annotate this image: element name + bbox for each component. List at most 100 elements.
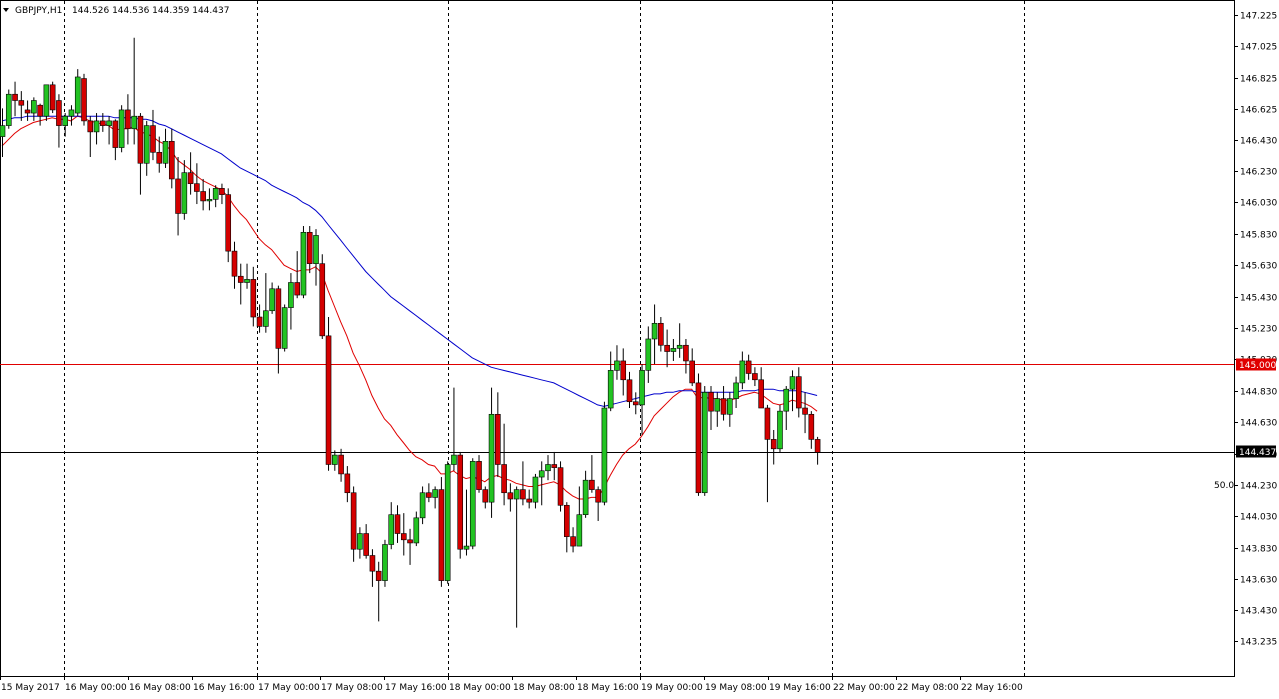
candle [225,188,232,263]
bull-candle-body [701,392,708,494]
resistance-tag-box [1236,358,1276,371]
candle [551,451,558,481]
candle [645,326,652,383]
candle [802,392,808,434]
price-tags: 145.000 144.437 [1236,358,1276,458]
current-price-tag: 144.437 [1236,445,1276,458]
bull-candle-body [670,348,677,352]
bull-candle-body [639,370,645,406]
candle [43,84,50,121]
candle [432,486,438,509]
price-tick-label: 143.830 [1240,545,1277,555]
bear-candle-body [708,392,714,412]
price-tick-label: 144.630 [1240,419,1277,429]
candle [739,351,746,390]
bear-candle-body [745,360,752,374]
candle [419,486,426,525]
bear-candle-body [49,84,56,111]
candle [325,317,332,471]
price-tick-label: 147.025 [1240,43,1277,53]
price-tick-label: 143.235 [1240,638,1277,648]
bull-candle-body [651,322,658,340]
bear-candle-body [325,335,332,465]
candle [476,455,482,493]
bear-candle-body [81,78,87,122]
bull-candle-body [244,279,250,283]
bear-candle-body [814,439,821,453]
candle [589,455,595,493]
bear-candle-body [175,178,181,214]
bear-candle-body [275,288,282,349]
bull-candle-body [93,120,100,133]
candle [795,367,802,418]
candle [106,116,112,145]
time-tick-label: 16 May 16:00 [193,683,255,693]
bull-candle-body [0,125,6,137]
time-tick-label: 17 May 16:00 [385,683,447,693]
bear-candle-body [795,376,802,409]
bull-candle-body [607,370,614,409]
price-tick-label: 146.030 [1240,199,1277,209]
bull-candle-body [777,410,783,450]
candle [764,404,771,503]
bear-candle-body [695,382,702,494]
candle [256,304,263,333]
bear-candle-body [664,344,670,352]
bear-candle-body [200,191,206,202]
time-tick-label: 19 May 08:00 [705,683,767,693]
bear-candle-body [344,473,351,494]
bear-candle-body [620,360,627,381]
bull-candle-body [382,544,388,581]
bear-candle-body [250,279,257,318]
bear-candle-body [557,467,564,506]
bear-candle-body [626,379,633,403]
candle [614,345,620,380]
candle [495,392,501,478]
price-tick-label: 145.430 [1240,294,1277,304]
candle [162,128,169,168]
candle [313,229,319,286]
fib-level-label: 50.0 [1214,481,1234,491]
time-tick-label: 18 May 16:00 [577,683,639,693]
price-tick-label: 146.430 [1240,137,1277,147]
candle [563,502,570,553]
candle [714,392,721,427]
bull-candle-body [582,479,589,516]
candle [200,178,206,211]
dropdown-triangle-icon[interactable] [3,8,9,12]
candle [457,451,464,559]
bear-candle-body [400,533,407,541]
bear-candle-body [476,461,482,490]
bull-candle-body [413,517,420,544]
chart-header: GBPJPY,H1 144.526 144.536 144.359 144.43… [3,6,229,16]
bear-candle-body [802,407,808,415]
candle [413,511,420,547]
candle [143,120,150,176]
candle [789,370,796,412]
candle [250,266,257,327]
price-axis[interactable]: 147.225 147.025 146.825 146.625 146.430 146.2… [1234,12,1277,648]
candle [363,524,369,559]
bull-candle-body [5,93,12,126]
time-axis[interactable]: 15 May 2017 16 May 00:00 16 May 08:00 16 Ma… [0,676,1023,693]
resistance-price-tag: 145.000 [1236,358,1276,371]
bear-candle-body [495,413,501,465]
plot-area-frame [0,0,1235,677]
candle [219,183,225,205]
candle [701,386,708,496]
bull-candle-body [469,461,476,547]
bull-candle-body [676,344,683,349]
bear-candle-body [563,504,570,537]
candle [187,152,194,195]
candle [808,411,815,449]
bear-candle-body [319,263,326,337]
price-tick-label: 143.630 [1240,576,1277,586]
price-tick-label: 144.830 [1240,388,1277,398]
candle [237,263,244,305]
bear-candle-body [369,555,376,572]
bear-candle-body [306,231,313,264]
candle [526,489,532,509]
candle [112,119,119,161]
candle [118,105,125,153]
